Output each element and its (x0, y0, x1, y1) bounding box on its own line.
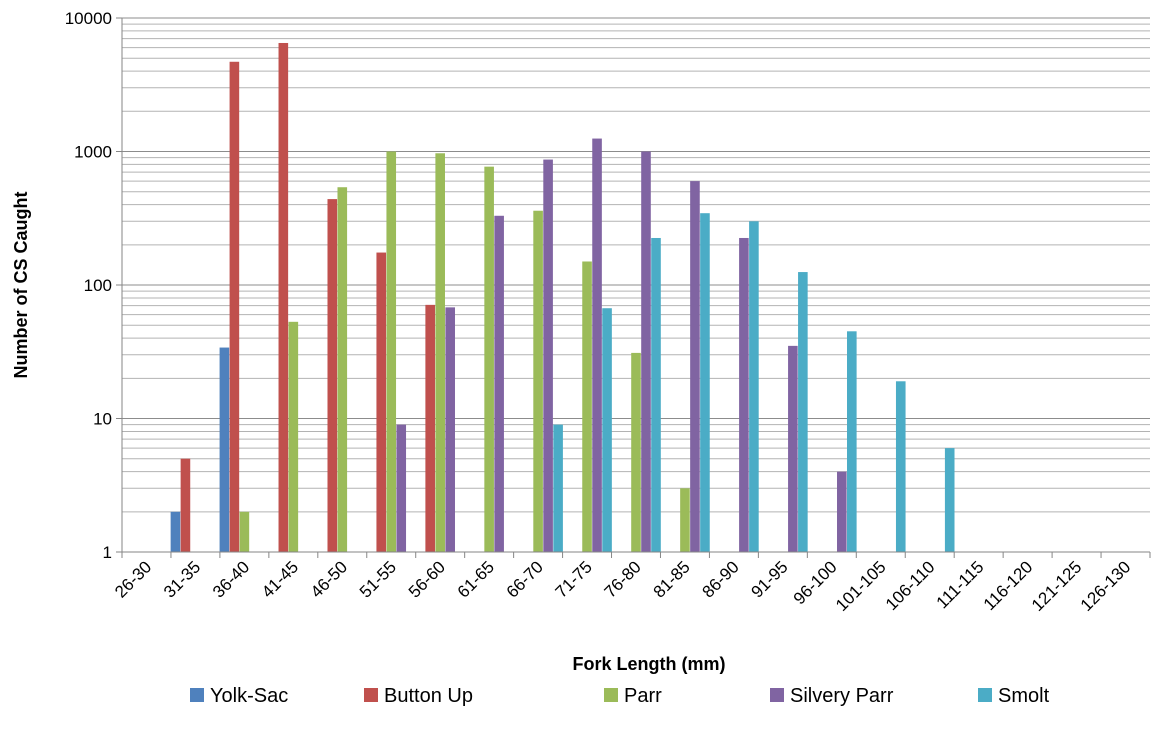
bar-yolk-sac-31-35 (170, 511, 181, 552)
x-tick-label: 101-105 (832, 557, 890, 615)
bar-parr-81-85 (680, 488, 690, 552)
legend-label-silvery-parr: Silvery Parr (790, 685, 894, 707)
x-tick-label: 86-90 (699, 557, 743, 601)
y-tick-label: 100 (84, 276, 112, 295)
bar-smolt-96-100 (847, 331, 857, 552)
bar-smolt-101-105 (895, 381, 906, 552)
bar-silvery-parr-91-95 (788, 345, 798, 552)
x-tick-label: 31-35 (160, 557, 204, 601)
legend-label-yolk-sac: Yolk-Sac (210, 685, 288, 707)
bar-silvery-parr-76-80 (641, 151, 651, 552)
bar-parr-56-60 (435, 153, 445, 552)
legend-swatch-yolk-sac (190, 688, 204, 702)
x-tick-label: 41-45 (258, 557, 302, 601)
x-tick-label: 111-115 (933, 557, 988, 612)
y-tick-label: 10000 (65, 9, 112, 28)
bar-parr-61-65 (484, 166, 494, 552)
bar-silvery-parr-51-55 (396, 424, 407, 552)
x-tick-label: 71-75 (552, 557, 596, 601)
bars-layer (170, 42, 955, 553)
x-tick-label: 26-30 (111, 557, 155, 601)
bar-parr-36-40 (239, 511, 250, 552)
bar-button-up-51-55 (376, 252, 387, 553)
bar-smolt-91-95 (798, 272, 808, 552)
x-tick-label: 61-65 (454, 557, 498, 601)
x-tick-label: 91-95 (748, 557, 792, 601)
bar-silvery-parr-61-65 (494, 215, 504, 552)
bar-button-up-46-50 (327, 199, 338, 552)
x-tick-label: 76-80 (601, 557, 645, 601)
bar-button-up-36-40 (229, 61, 240, 553)
x-tick-label: 51-55 (356, 557, 400, 601)
bar-parr-71-75 (582, 261, 592, 552)
y-tick-labels: 1 10 100 1000 10000 (65, 9, 112, 562)
legend-swatch-silvery-parr (770, 688, 784, 702)
bar-button-up-56-60 (425, 304, 435, 552)
bar-silvery-parr-71-75 (592, 138, 602, 552)
x-tick-label: 81-85 (650, 557, 694, 601)
y-tick-label: 1 (103, 543, 112, 562)
bar-silvery-parr-86-90 (739, 237, 749, 553)
y-tick-label: 10 (93, 410, 112, 429)
bar-smolt-81-85 (700, 213, 710, 552)
legend-label-smolt: Smolt (998, 685, 1050, 707)
legend-swatch-parr (604, 688, 618, 702)
legend: Yolk-Sac Button Up Parr Silvery Parr Smolt (190, 685, 1050, 707)
legend-label-button-up: Button Up (384, 685, 473, 707)
x-tick-label: 121-125 (1028, 557, 1086, 615)
bar-parr-66-70 (533, 210, 543, 553)
x-tick-label: 106-110 (882, 557, 939, 614)
bar-silvery-parr-96-100 (837, 471, 847, 552)
x-tick-label: 36-40 (209, 557, 253, 601)
y-tick-label: 1000 (74, 143, 112, 162)
bar-smolt-71-75 (602, 308, 612, 552)
bar-button-up-41-45 (278, 42, 289, 552)
bar-smolt-76-80 (651, 237, 661, 553)
bar-smolt-86-90 (749, 221, 759, 553)
bar-parr-46-50 (337, 187, 348, 553)
bar-parr-51-55 (386, 151, 397, 552)
y-axis-title: Number of CS Caught (11, 191, 31, 378)
legend-swatch-button-up (364, 688, 378, 702)
x-tick-label: 46-50 (307, 557, 351, 601)
bar-smolt-106-110 (944, 448, 955, 552)
x-tick-label: 56-60 (405, 557, 449, 601)
x-tick-label: 116-120 (980, 557, 1037, 614)
bar-parr-76-80 (631, 352, 641, 552)
legend-label-parr: Parr (624, 685, 662, 707)
bar-yolk-sac-36-40 (219, 347, 230, 552)
bar-silvery-parr-66-70 (543, 159, 553, 552)
axes-layer (116, 17, 1151, 558)
bar-parr-41-45 (288, 321, 299, 552)
x-tick-labels: 26-30 31-35 36-40 41-45 46-50 51-55 56-60 61-65… (111, 557, 1134, 615)
x-tick-label: 126-130 (1077, 557, 1135, 615)
x-axis-title: Fork Length (mm) (573, 654, 726, 674)
bar-silvery-parr-56-60 (445, 307, 455, 552)
bar-silvery-parr-81-85 (690, 181, 700, 552)
legend-swatch-smolt (978, 688, 992, 702)
x-tick-label: 66-70 (503, 557, 547, 601)
bar-button-up-31-35 (180, 458, 191, 552)
bar-smolt-66-70 (553, 424, 563, 552)
